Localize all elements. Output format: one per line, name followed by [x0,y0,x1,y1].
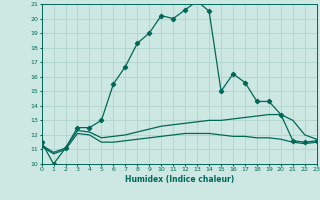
X-axis label: Humidex (Indice chaleur): Humidex (Indice chaleur) [124,175,234,184]
